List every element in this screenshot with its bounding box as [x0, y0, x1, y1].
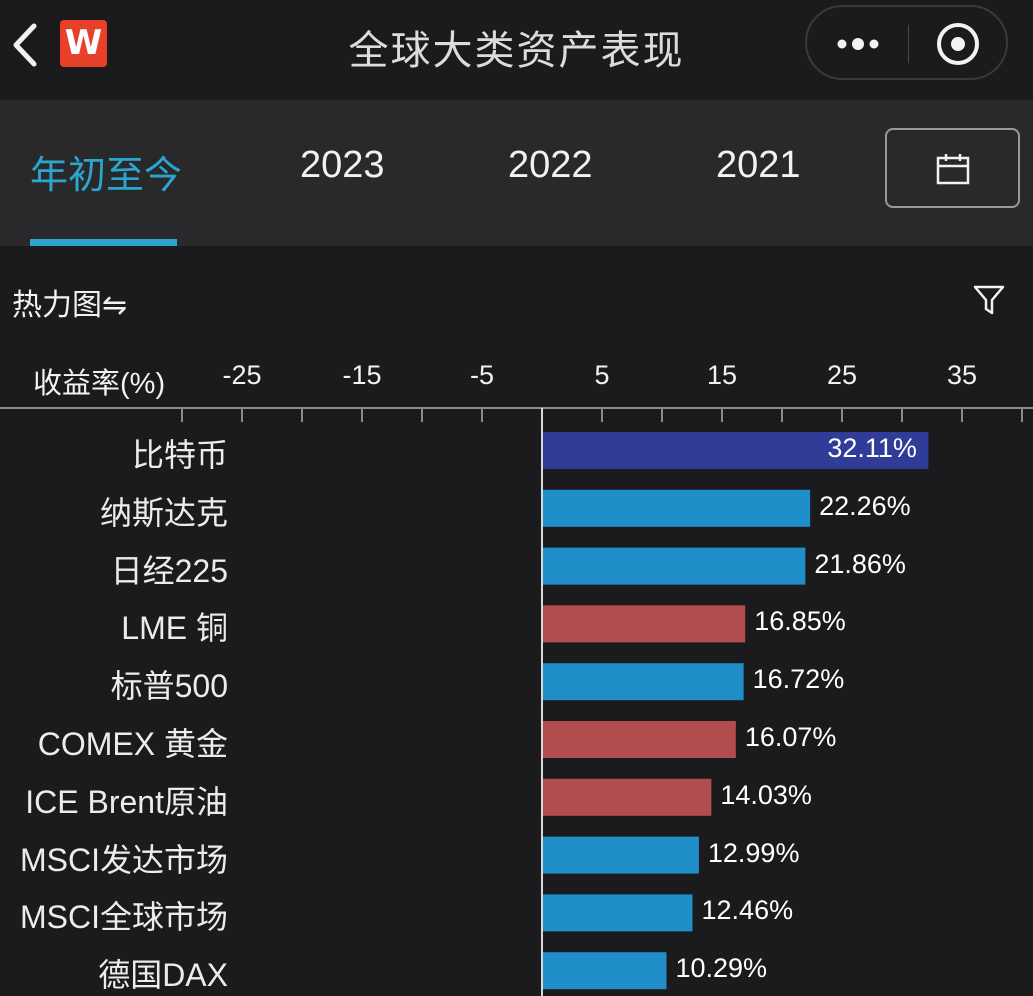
- bar[interactable]: [543, 836, 699, 874]
- page-title: 全球大类资产表现: [348, 29, 685, 73]
- category-label: 标普500: [110, 668, 228, 705]
- tab-ytd[interactable]: 年初至今: [30, 155, 183, 197]
- category-label: 纳斯达克: [99, 494, 228, 531]
- value-label: 10.29%: [675, 953, 768, 984]
- app-logo: W: [60, 20, 107, 67]
- category-label: MSCI全球市场: [19, 899, 228, 936]
- bar[interactable]: [543, 489, 811, 527]
- tab-2021[interactable]: 2021: [716, 144, 801, 186]
- category-label: 日经225: [110, 552, 228, 589]
- calendar-button[interactable]: [885, 128, 1020, 208]
- tab-2023[interactable]: 2023: [300, 144, 385, 186]
- period-tabs: 年初至今 2023 2022 2021: [0, 100, 1033, 246]
- value-label: 12.46%: [701, 895, 794, 926]
- value-label: 21.86%: [814, 548, 906, 579]
- mini-program-capsule: [805, 5, 1008, 80]
- calendar-icon: [936, 154, 970, 185]
- capsule-divider: [908, 25, 909, 63]
- value-label: 16.72%: [752, 664, 845, 695]
- bar[interactable]: [543, 432, 929, 469]
- category-label: 比特币: [131, 437, 228, 473]
- category-label: LME 铜: [121, 610, 228, 647]
- bar[interactable]: [543, 605, 746, 643]
- top-bar: W 全球大类资产表现: [0, 0, 1033, 100]
- value-label: 22.26%: [819, 490, 911, 521]
- bar[interactable]: [543, 952, 667, 990]
- x-tick-label: 15: [706, 360, 738, 390]
- x-tick-label: -25: [222, 360, 262, 390]
- tab-2022[interactable]: 2022: [508, 144, 593, 186]
- filter-icon[interactable]: [972, 283, 1006, 317]
- more-icon[interactable]: [833, 25, 883, 63]
- value-label: 12.99%: [707, 837, 800, 868]
- category-label: COMEX 黄金: [37, 726, 228, 762]
- bar[interactable]: [543, 663, 744, 701]
- x-axis-label: 收益率(%): [33, 368, 166, 400]
- x-tick-label: 35: [946, 360, 978, 390]
- category-label: ICE Brent原油: [25, 783, 228, 820]
- heatmap-toggle[interactable]: 热力图⇋: [12, 289, 128, 322]
- bar[interactable]: [543, 778, 712, 816]
- active-tab-indicator: [30, 239, 177, 246]
- bar[interactable]: [543, 721, 736, 758]
- close-target-icon[interactable]: [933, 19, 983, 69]
- value-label: 14.03%: [720, 779, 812, 810]
- x-tick-label: 5: [594, 360, 610, 390]
- back-arrow-icon[interactable]: [6, 20, 46, 70]
- x-tick-label: -15: [342, 360, 382, 390]
- value-label: 16.85%: [754, 606, 846, 637]
- category-label: MSCI发达市场: [19, 841, 228, 878]
- value-label: 32.11%: [827, 433, 917, 463]
- category-label: 德国DAX: [98, 957, 228, 994]
- bar[interactable]: [543, 894, 693, 932]
- value-label: 16.07%: [744, 722, 837, 752]
- bar[interactable]: [543, 547, 806, 585]
- x-tick-label: 25: [826, 360, 858, 390]
- x-tick-label: -5: [469, 360, 494, 390]
